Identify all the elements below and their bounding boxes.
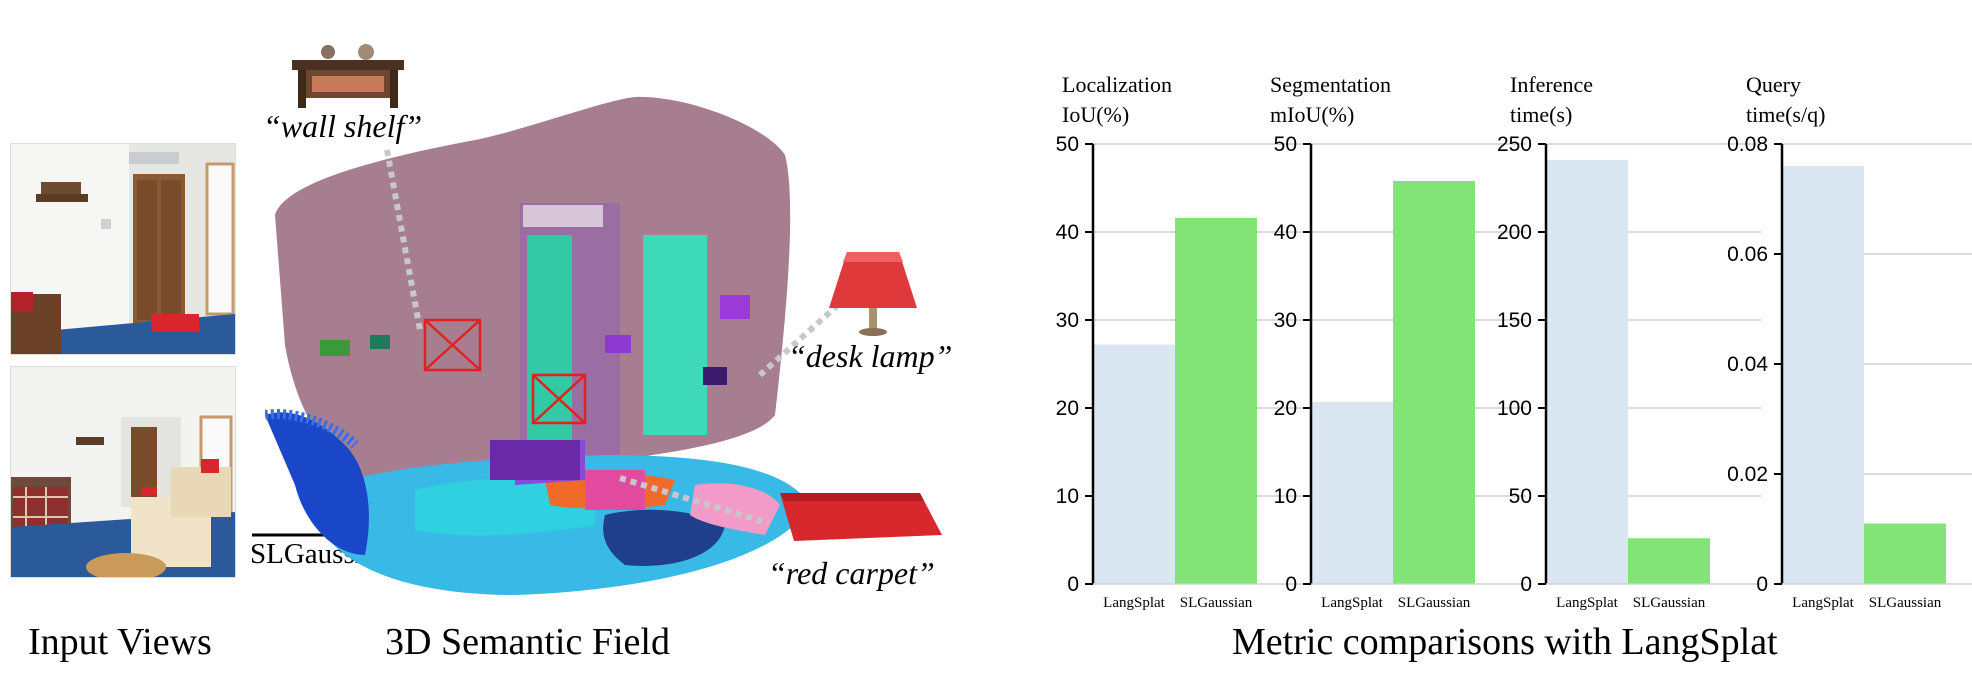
y-tick-label: 0.06 [1727,243,1768,266]
category-label: LangSplat [1792,595,1854,611]
y-tick-label: 100 [1497,397,1532,420]
bar-slgaussian [1175,217,1257,585]
category-label: SLGaussian [1398,595,1471,611]
y-tick-label: 0.04 [1727,353,1768,376]
y-tick-label: 40 [1056,221,1079,244]
category-label: LangSplat [1103,595,1165,611]
y-tick-label: 0.02 [1727,463,1768,486]
category-label: SLGaussian [1180,595,1253,611]
y-tick-label: 10 [1056,485,1079,508]
y-tick-label: 0.08 [1727,133,1768,156]
caption-metrics: Metric comparisons with LangSplat [1232,621,1778,663]
bar-langsplat [1093,344,1175,584]
chart-title: IoU(%) [1062,102,1129,127]
wall-shelf-icon [292,44,404,108]
y-tick-label: 50 [1509,485,1532,508]
chart-title: time(s/q) [1746,102,1825,127]
bar-langsplat [1546,159,1628,584]
category-label: LangSplat [1321,595,1383,611]
bar-langsplat [1782,166,1864,584]
y-tick-label: 0 [1756,573,1768,596]
category-label: SLGaussian [1869,595,1942,611]
bar-slgaussian [1628,538,1710,584]
query-label-desk-lamp: “desk lamp” [788,338,953,374]
y-tick-label: 0 [1285,573,1297,596]
y-tick-label: 20 [1274,397,1297,420]
bar-slgaussian [1864,523,1946,584]
chart-title: Inference [1510,72,1593,97]
caption-input-views: Input Views [28,621,212,663]
y-tick-label: 150 [1497,309,1532,332]
y-tick-label: 200 [1497,221,1532,244]
y-tick-label: 30 [1274,309,1297,332]
y-tick-label: 250 [1497,133,1532,156]
chart-title: mIoU(%) [1270,102,1354,127]
chart-title: Query [1746,72,1801,97]
bar-slgaussian [1393,180,1475,584]
chart-title: Localization [1062,72,1172,97]
category-label: SLGaussian [1633,595,1706,611]
y-tick-label: 0 [1067,573,1079,596]
y-tick-label: 30 [1056,309,1079,332]
y-tick-label: 10 [1274,485,1297,508]
red-carpet-icon [780,493,942,541]
y-tick-label: 0 [1520,573,1532,596]
query-label-red-carpet: “red carpet” [768,555,935,591]
y-tick-label: 20 [1056,397,1079,420]
input-view-2 [10,366,236,578]
semantic-field-render [265,96,810,595]
bar-langsplat [1311,401,1393,584]
chart-title: time(s) [1510,102,1572,127]
y-tick-label: 50 [1274,133,1297,156]
category-label: LangSplat [1556,595,1618,611]
query-label-wall-shelf: “wall shelf” [263,108,423,144]
caption-semantic-field: 3D Semantic Field [385,621,670,663]
desk-lamp-icon [829,252,917,336]
y-tick-label: 40 [1274,221,1297,244]
input-view-1 [10,143,236,355]
y-tick-label: 50 [1056,133,1079,156]
chart-title: Segmentation [1270,72,1391,97]
